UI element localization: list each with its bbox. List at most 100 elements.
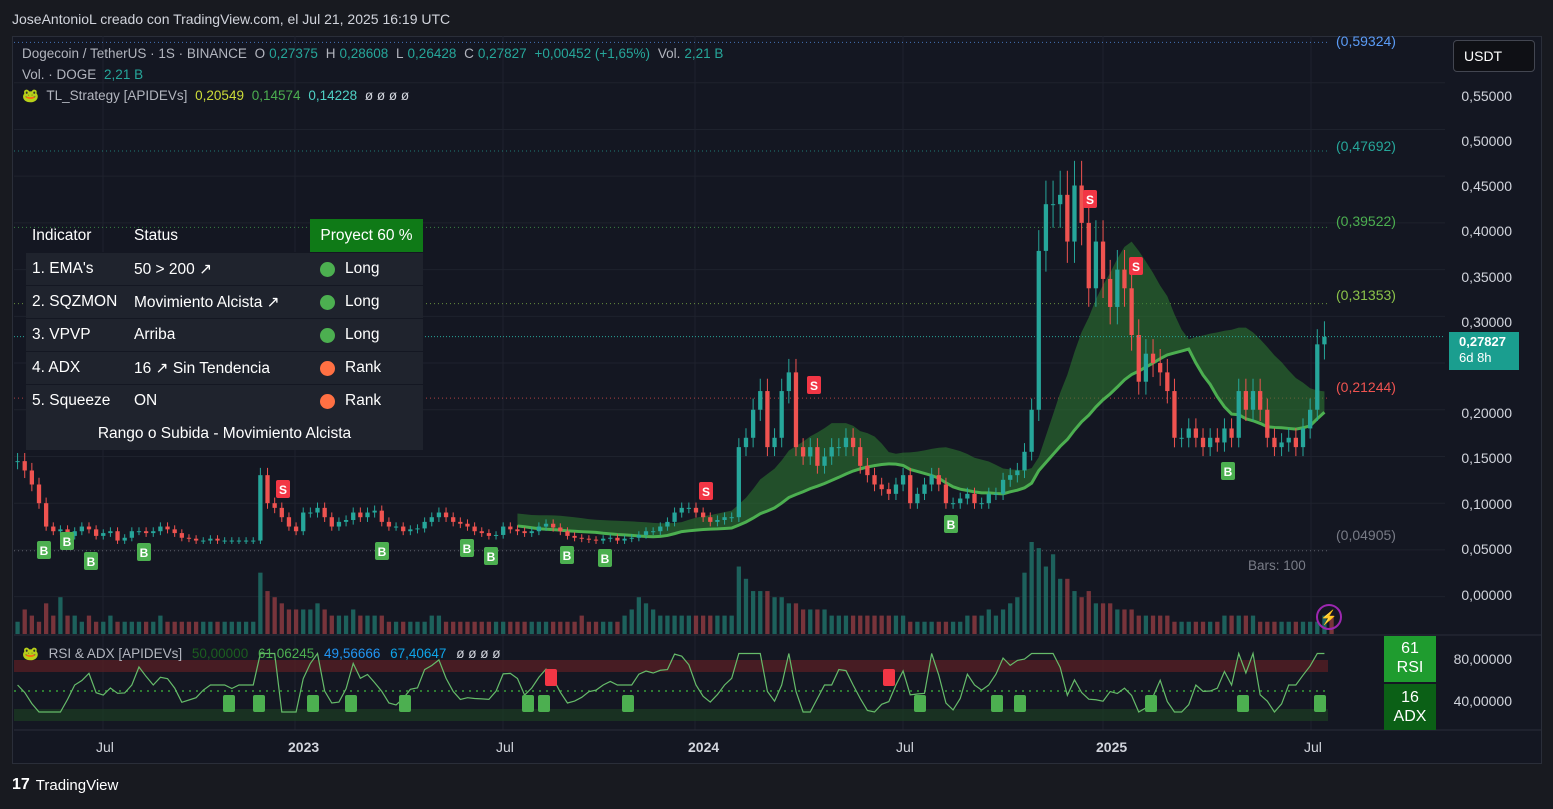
candle	[636, 534, 642, 538]
volume-legend[interactable]: Vol. · DOGE 2,21 B	[22, 67, 147, 82]
time-tick: Jul	[496, 739, 514, 755]
candle	[429, 517, 434, 522]
volume-bar	[415, 621, 420, 634]
volume-bar	[765, 591, 770, 634]
candle	[1229, 428, 1234, 438]
level-label: (0,31353)	[1336, 287, 1396, 303]
candle	[436, 512, 442, 518]
volume-bar	[1172, 621, 1177, 634]
current-price-tag: 0,27827 6d 8h	[1449, 332, 1519, 370]
volume-bar	[1265, 621, 1270, 634]
volume-bar	[122, 621, 127, 634]
candle	[929, 475, 934, 485]
candle	[86, 526, 92, 530]
volume-bar	[308, 609, 313, 634]
candle	[308, 512, 313, 514]
sell-signal	[1129, 257, 1143, 275]
volume-bar	[493, 621, 499, 634]
price-tick: 0,55000	[1461, 88, 1512, 104]
volume-bar	[93, 621, 99, 634]
volume-bar	[943, 621, 949, 634]
volume-bar	[1058, 578, 1063, 634]
volume-bar	[279, 603, 284, 634]
volume-bar	[979, 615, 984, 634]
candle	[1029, 409, 1034, 452]
volume-bar	[622, 615, 627, 634]
candle	[336, 521, 342, 527]
rsi-line	[17, 651, 1325, 713]
open-label: O	[254, 46, 266, 61]
volume-bar	[1015, 597, 1020, 634]
adx-box-value: 16	[1401, 689, 1419, 706]
signal-label: Rank	[345, 392, 382, 409]
candle	[1150, 353, 1156, 364]
candle	[679, 507, 684, 513]
buy-signal	[60, 532, 74, 550]
candle	[722, 517, 727, 521]
volume-bar	[322, 609, 327, 634]
candle	[1208, 437, 1213, 448]
symbol-name[interactable]: Dogecoin / TetherUS · 1S · BINANCE	[22, 46, 247, 61]
candle	[958, 498, 963, 504]
candle	[829, 447, 834, 457]
strategy-legend[interactable]: 🐸 TL_Strategy [APIDEVs] 0,20549 0,14574 …	[22, 88, 413, 104]
rsi-legend[interactable]: 🐸 RSI & ADX [APIDEVs] 50,00000 61,06245 …	[22, 646, 506, 662]
candle	[986, 493, 991, 504]
volume-bar	[993, 615, 999, 634]
volume-bar	[1136, 615, 1141, 634]
volume-bar	[629, 609, 634, 634]
rsi-box-label: RSI	[1396, 659, 1424, 676]
volume-bar	[858, 615, 863, 634]
strategy-name[interactable]: TL_Strategy [APIDEVs]	[46, 88, 188, 103]
volume-bar	[958, 621, 963, 634]
candle	[729, 517, 734, 519]
signal-label: Rank	[345, 359, 382, 376]
candle	[543, 523, 549, 527]
volume-bar	[365, 615, 370, 634]
volume-bar	[193, 621, 199, 634]
volume-bar	[51, 615, 56, 634]
brand-name: TradingView	[35, 776, 119, 794]
volume-bar	[543, 621, 549, 634]
candle	[158, 526, 163, 532]
volume-bar	[679, 615, 684, 634]
sell-signal-label: S	[279, 483, 287, 497]
low-label: L	[396, 46, 404, 61]
volume-bar	[1229, 615, 1234, 634]
price-tick: 0,15000	[1461, 450, 1512, 466]
candle	[786, 372, 791, 392]
volume-bar	[1158, 615, 1163, 634]
volume-bar	[508, 621, 513, 634]
header: JoseAntonioL creado con TradingView.com,…	[0, 0, 1553, 36]
current-price: 0,27827	[1459, 334, 1506, 349]
candle	[343, 520, 349, 522]
currency-button[interactable]: USDT	[1453, 40, 1535, 72]
candle	[365, 512, 370, 518]
volume-bar	[222, 621, 227, 634]
buy-signal	[460, 539, 474, 557]
volume-bar	[265, 591, 270, 634]
volume-bar	[1086, 591, 1091, 634]
candle	[1186, 428, 1191, 438]
volume-bar	[1293, 621, 1299, 634]
buy-signal	[560, 546, 574, 564]
volume-bar	[293, 609, 299, 634]
candle	[58, 529, 63, 532]
candle	[1265, 409, 1270, 438]
candle	[43, 503, 49, 527]
lightning-icon[interactable]: ⚡	[1316, 604, 1342, 630]
rsi-indicator-name[interactable]: RSI & ADX [APIDEVs]	[48, 646, 183, 661]
buy-signal	[137, 543, 151, 561]
candle	[893, 484, 899, 494]
volume-bar	[529, 621, 534, 634]
volume-bar	[1208, 621, 1213, 634]
volume-bar	[1215, 621, 1220, 634]
candle	[1258, 391, 1263, 410]
symbol-legend[interactable]: Dogecoin / TetherUS · 1S · BINANCE O 0,27…	[22, 46, 727, 61]
row-signal: Rank	[310, 359, 423, 377]
frog-icon: 🐸	[22, 646, 39, 661]
volume-bar	[58, 597, 63, 634]
volume-bar	[379, 615, 384, 634]
candle	[622, 538, 627, 541]
